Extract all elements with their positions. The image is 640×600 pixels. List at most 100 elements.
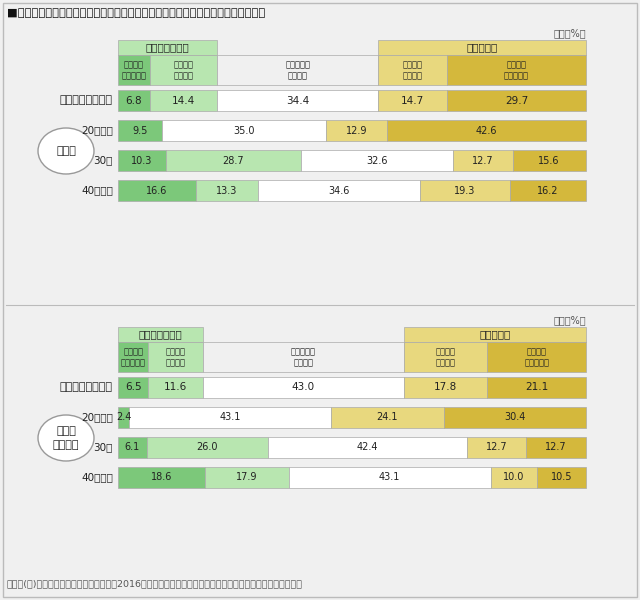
Text: 30代: 30代 — [93, 155, 113, 166]
Text: 単位（%）: 単位（%） — [554, 315, 586, 325]
Text: 10.5: 10.5 — [551, 473, 573, 482]
Bar — [150, 55, 217, 85]
Text: 34.6: 34.6 — [328, 185, 349, 196]
Bar — [196, 180, 258, 201]
Bar — [258, 180, 420, 201]
Bar — [331, 407, 444, 428]
Text: 12.7: 12.7 — [545, 443, 566, 452]
Bar — [118, 377, 148, 398]
Text: 15.6: 15.6 — [538, 155, 560, 166]
Bar — [148, 377, 203, 398]
Text: 43.0: 43.0 — [292, 383, 315, 392]
Bar — [118, 437, 147, 458]
Bar — [420, 180, 510, 201]
Text: 20代以下: 20代以下 — [81, 125, 113, 136]
Text: 12.9: 12.9 — [346, 125, 367, 136]
Text: 9.5: 9.5 — [132, 125, 148, 136]
Bar — [148, 342, 203, 372]
Text: 42.6: 42.6 — [476, 125, 497, 136]
Bar — [404, 377, 487, 398]
Text: 24.1: 24.1 — [376, 413, 398, 422]
Text: 14.4: 14.4 — [172, 95, 195, 106]
Bar — [444, 407, 586, 428]
Text: 賃貸物件の方が: 賃貸物件の方が — [146, 43, 189, 52]
Text: 18.6: 18.6 — [151, 473, 172, 482]
Bar — [513, 150, 586, 171]
Text: 6.8: 6.8 — [125, 95, 142, 106]
Text: 30代: 30代 — [93, 443, 113, 452]
Bar — [289, 467, 490, 488]
Text: 満足度が
かなり高い: 満足度が かなり高い — [524, 347, 549, 367]
Text: 断熱性
省エネ性: 断熱性 省エネ性 — [52, 427, 79, 449]
Text: どちらとも
いえない: どちらとも いえない — [291, 347, 316, 367]
Bar — [150, 90, 217, 111]
Bar — [301, 150, 453, 171]
Text: 満足度が
やや高い: 満足度が やや高い — [436, 347, 456, 367]
Text: 28.7: 28.7 — [223, 155, 244, 166]
Text: 満足度が
かなり高い: 満足度が かなり高い — [504, 60, 529, 80]
Text: 40代以上: 40代以上 — [81, 473, 113, 482]
Bar — [487, 342, 586, 372]
Bar — [378, 90, 447, 111]
Text: ■実家と賃貸契約物件の比較＜年代別＞（単身世帯かつ実家が持ち家／単一回答）: ■実家と賃貸契約物件の比較＜年代別＞（単身世帯かつ実家が持ち家／単一回答） — [7, 8, 265, 18]
Text: ひとり暮らし・計: ひとり暮らし・計 — [60, 383, 113, 392]
Text: 2.4: 2.4 — [116, 413, 131, 422]
Text: ひとり暮らし・計: ひとり暮らし・計 — [60, 95, 113, 106]
Text: 14.7: 14.7 — [401, 95, 424, 106]
Text: 満足度が
やや高い: 満足度が やや高い — [403, 60, 422, 80]
Bar — [510, 180, 586, 201]
Bar — [147, 437, 268, 458]
Text: 20代以下: 20代以下 — [81, 413, 113, 422]
Text: 実家の方が: 実家の方が — [467, 43, 498, 52]
Text: 満足度が
やや高い: 満足度が やや高い — [173, 60, 193, 80]
Bar — [118, 467, 205, 488]
Text: 満足度が
かなり高い: 満足度が かなり高い — [121, 347, 146, 367]
Text: 43.1: 43.1 — [379, 473, 401, 482]
Bar — [217, 55, 378, 85]
Bar — [453, 150, 513, 171]
Text: 13.3: 13.3 — [216, 185, 237, 196]
Text: 40代以上: 40代以上 — [81, 185, 113, 196]
Bar — [378, 40, 586, 55]
Text: 6.1: 6.1 — [125, 443, 140, 452]
Bar — [467, 437, 526, 458]
Text: 出典：(株)リクルート住まいカンパニー「2016年度賃貸契約者に見る部屋探しの実態調査（首都圏版）」より: 出典：(株)リクルート住まいカンパニー「2016年度賃貸契約者に見る部屋探しの実… — [7, 579, 303, 588]
Bar — [118, 55, 150, 85]
Text: 満足度が
やや高い: 満足度が やや高い — [166, 347, 186, 367]
Bar — [118, 40, 217, 55]
Text: 10.3: 10.3 — [131, 155, 153, 166]
Text: どちらとも
いえない: どちらとも いえない — [285, 60, 310, 80]
Text: 19.3: 19.3 — [454, 185, 476, 196]
Bar — [118, 407, 129, 428]
Bar — [526, 437, 586, 458]
Bar — [326, 120, 387, 141]
Text: 満足度が
かなり高い: 満足度が かなり高い — [122, 60, 147, 80]
Bar — [166, 150, 301, 171]
Bar — [163, 120, 326, 141]
Bar — [447, 90, 586, 111]
Text: 17.9: 17.9 — [236, 473, 258, 482]
Text: 6.5: 6.5 — [125, 383, 141, 392]
Bar — [487, 377, 586, 398]
Text: 単位（%）: 単位（%） — [554, 28, 586, 38]
Bar — [203, 342, 404, 372]
Text: 42.4: 42.4 — [356, 443, 378, 452]
Text: 29.7: 29.7 — [505, 95, 528, 106]
Text: 10.0: 10.0 — [503, 473, 525, 482]
Bar — [447, 55, 586, 85]
Bar — [217, 90, 378, 111]
Bar — [203, 377, 404, 398]
Text: 32.6: 32.6 — [366, 155, 388, 166]
Bar — [118, 327, 203, 342]
Text: 26.0: 26.0 — [196, 443, 218, 452]
Bar — [118, 120, 163, 141]
Bar — [118, 342, 148, 372]
Text: 11.6: 11.6 — [164, 383, 187, 392]
Text: 17.8: 17.8 — [434, 383, 457, 392]
Bar — [387, 120, 586, 141]
Text: 35.0: 35.0 — [234, 125, 255, 136]
Bar — [205, 467, 289, 488]
Text: 12.7: 12.7 — [486, 443, 507, 452]
Text: 賃貸物件の方が: 賃貸物件の方が — [138, 329, 182, 340]
Bar — [404, 327, 586, 342]
